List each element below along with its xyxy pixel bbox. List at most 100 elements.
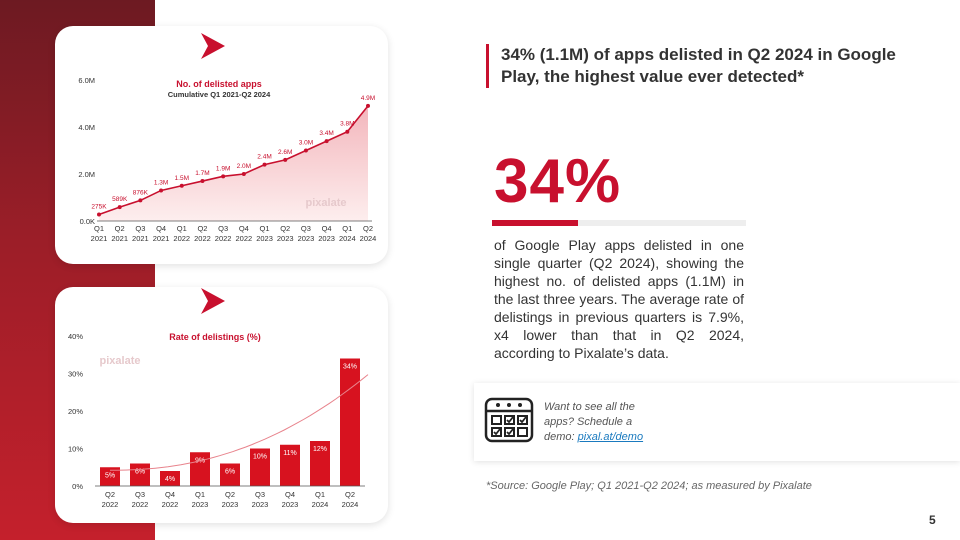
- x-tick-label: Q4: [239, 224, 249, 233]
- x-tick-label: Q1: [177, 224, 187, 233]
- data-label: 3.4M: [319, 130, 333, 137]
- bar-data-label: 12%: [313, 446, 327, 453]
- data-label: 2.0M: [237, 163, 251, 170]
- data-point: [159, 188, 164, 193]
- x-tick-label: 2022: [215, 234, 232, 243]
- data-point: [324, 139, 329, 144]
- bar-data-label: 10%: [253, 454, 267, 461]
- bar: [280, 444, 300, 486]
- data-label: 589K: [112, 196, 128, 203]
- x-tick-label: Q2: [225, 490, 235, 499]
- x-tick-label: 2024: [360, 234, 377, 243]
- play-logo-icon: [201, 288, 225, 314]
- bar: [100, 467, 120, 486]
- x-tick-label: 2023: [277, 234, 294, 243]
- x-tick-label: 2023: [282, 500, 299, 509]
- bar: [250, 448, 270, 486]
- x-tick-label: 2023: [252, 500, 269, 509]
- area-fill: [99, 105, 368, 221]
- play-logo-icon: [201, 33, 225, 59]
- data-label: 3.8M: [340, 121, 354, 128]
- bar: [340, 358, 360, 486]
- x-tick-label: Q4: [156, 224, 166, 233]
- stat-description: of Google Play apps delisted in one sing…: [494, 237, 744, 361]
- bar: [220, 463, 240, 486]
- y-tick-label: 0.0K: [80, 217, 95, 226]
- bar: [160, 471, 180, 486]
- bar: [310, 441, 330, 486]
- x-tick-label: Q3: [255, 490, 265, 499]
- demo-cta-label: Want to see all the apps? Schedule a dem…: [544, 401, 635, 443]
- x-tick-label: Q4: [285, 490, 295, 499]
- bar-data-label: 34%: [343, 364, 357, 371]
- stat-progress-fill: [492, 220, 579, 226]
- y-tick-label: 20%: [68, 407, 83, 416]
- data-point: [283, 157, 288, 162]
- data-label: 275K: [91, 204, 107, 211]
- data-point: [117, 205, 122, 210]
- bar-data-label: 6%: [135, 469, 145, 476]
- x-tick-label: 2024: [339, 234, 356, 243]
- data-label: 1.9M: [216, 165, 230, 172]
- bar-data-label: 4%: [165, 476, 175, 483]
- bar-data-label: 6%: [225, 469, 235, 476]
- y-tick-label: 6.0M: [78, 76, 95, 85]
- chart-title: Rate of delistings (%): [169, 332, 261, 342]
- series-line: [98, 105, 369, 216]
- x-tick-label: 2023: [256, 234, 273, 243]
- x-tick-label: 2022: [102, 500, 119, 509]
- x-tick-label: Q1: [315, 490, 325, 499]
- y-tick-label: 10%: [68, 445, 83, 454]
- y-tick-label: 2.0M: [78, 170, 95, 179]
- bar: [190, 452, 210, 486]
- x-tick-label: 2022: [132, 500, 149, 509]
- calendar-checklist-icon: [484, 397, 534, 443]
- x-tick-label: 2023: [298, 234, 315, 243]
- x-tick-label: Q2: [197, 224, 207, 233]
- x-tick-label: Q3: [301, 224, 311, 233]
- demo-cta-box: Want to see all the apps? Schedule a dem…: [474, 383, 960, 461]
- data-label: 2.4M: [257, 154, 271, 161]
- x-tick-label: 2024: [342, 500, 359, 509]
- bar-data-label: 11%: [283, 450, 297, 457]
- x-tick-label: 2023: [222, 500, 239, 509]
- x-tick-label: 2023: [318, 234, 335, 243]
- x-tick-label: 2022: [173, 234, 190, 243]
- data-point: [303, 148, 308, 153]
- x-tick-label: Q2: [105, 490, 115, 499]
- page-number: 5: [929, 513, 936, 527]
- chart-subtitle: Cumulative Q1 2021-Q2 2024: [168, 90, 271, 99]
- data-point: [179, 183, 184, 188]
- data-label: 4.9M: [361, 95, 375, 102]
- x-tick-label: Q3: [218, 224, 228, 233]
- data-point: [138, 198, 143, 203]
- x-tick-label: 2021: [91, 234, 108, 243]
- x-tick-label: 2022: [162, 500, 179, 509]
- x-tick-label: Q2: [280, 224, 290, 233]
- data-point: [241, 172, 246, 176]
- watermark: pixalate: [306, 197, 347, 209]
- y-tick-label: 40%: [68, 332, 83, 341]
- x-tick-label: Q2: [115, 224, 125, 233]
- x-tick-label: Q1: [195, 490, 205, 499]
- x-tick-label: Q4: [322, 224, 332, 233]
- chart-title: No. of delisted apps: [176, 79, 262, 89]
- y-tick-label: 4.0M: [78, 123, 95, 132]
- y-tick-label: 30%: [68, 370, 83, 379]
- x-tick-label: 2021: [132, 234, 149, 243]
- data-point: [345, 129, 350, 134]
- demo-link[interactable]: pixal.at/demo: [577, 431, 644, 443]
- demo-cta-text: Want to see all the apps? Schedule a dem…: [544, 400, 664, 445]
- headline: 34% (1.1M) of apps delisted in Q2 2024 i…: [486, 44, 926, 88]
- x-tick-label: 2021: [153, 234, 170, 243]
- source-note: *Source: Google Play; Q1 2021-Q2 2024; a…: [486, 480, 812, 492]
- stat-progress-track: [492, 220, 746, 226]
- y-tick-label: 0%: [72, 482, 83, 491]
- data-point: [97, 212, 101, 217]
- data-label: 876K: [133, 189, 149, 196]
- data-label: 1.5M: [175, 175, 189, 182]
- x-tick-label: Q1: [342, 224, 352, 233]
- data-point: [200, 179, 205, 184]
